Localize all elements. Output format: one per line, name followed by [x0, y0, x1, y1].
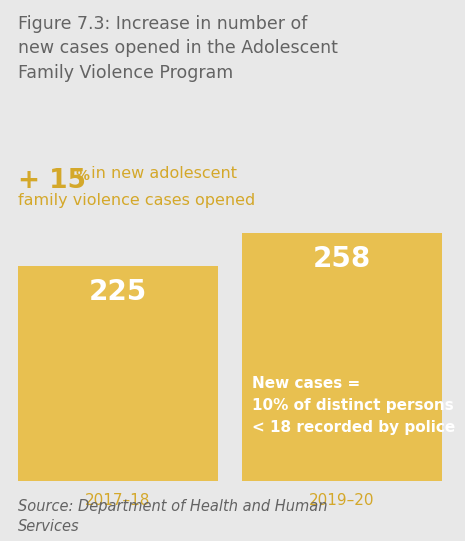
FancyBboxPatch shape [242, 233, 442, 481]
Text: Source: Department of Health and Human
Services: Source: Department of Health and Human S… [18, 499, 327, 534]
Text: New cases =
10% of distinct persons
< 18 recorded by police: New cases = 10% of distinct persons < 18… [252, 376, 455, 436]
Text: in new adolescent: in new adolescent [86, 166, 237, 181]
Text: Figure 7.3: Increase in number of
new cases opened in the Adolescent
Family Viol: Figure 7.3: Increase in number of new ca… [18, 15, 338, 82]
FancyBboxPatch shape [18, 266, 218, 481]
Text: 258: 258 [313, 245, 371, 273]
Text: + 15: + 15 [18, 168, 86, 194]
Text: family violence cases opened: family violence cases opened [18, 194, 255, 208]
Text: 2017–18: 2017–18 [85, 493, 151, 508]
Text: 225: 225 [89, 278, 147, 306]
Text: %: % [76, 169, 90, 183]
Text: 2019–20: 2019–20 [309, 493, 375, 508]
